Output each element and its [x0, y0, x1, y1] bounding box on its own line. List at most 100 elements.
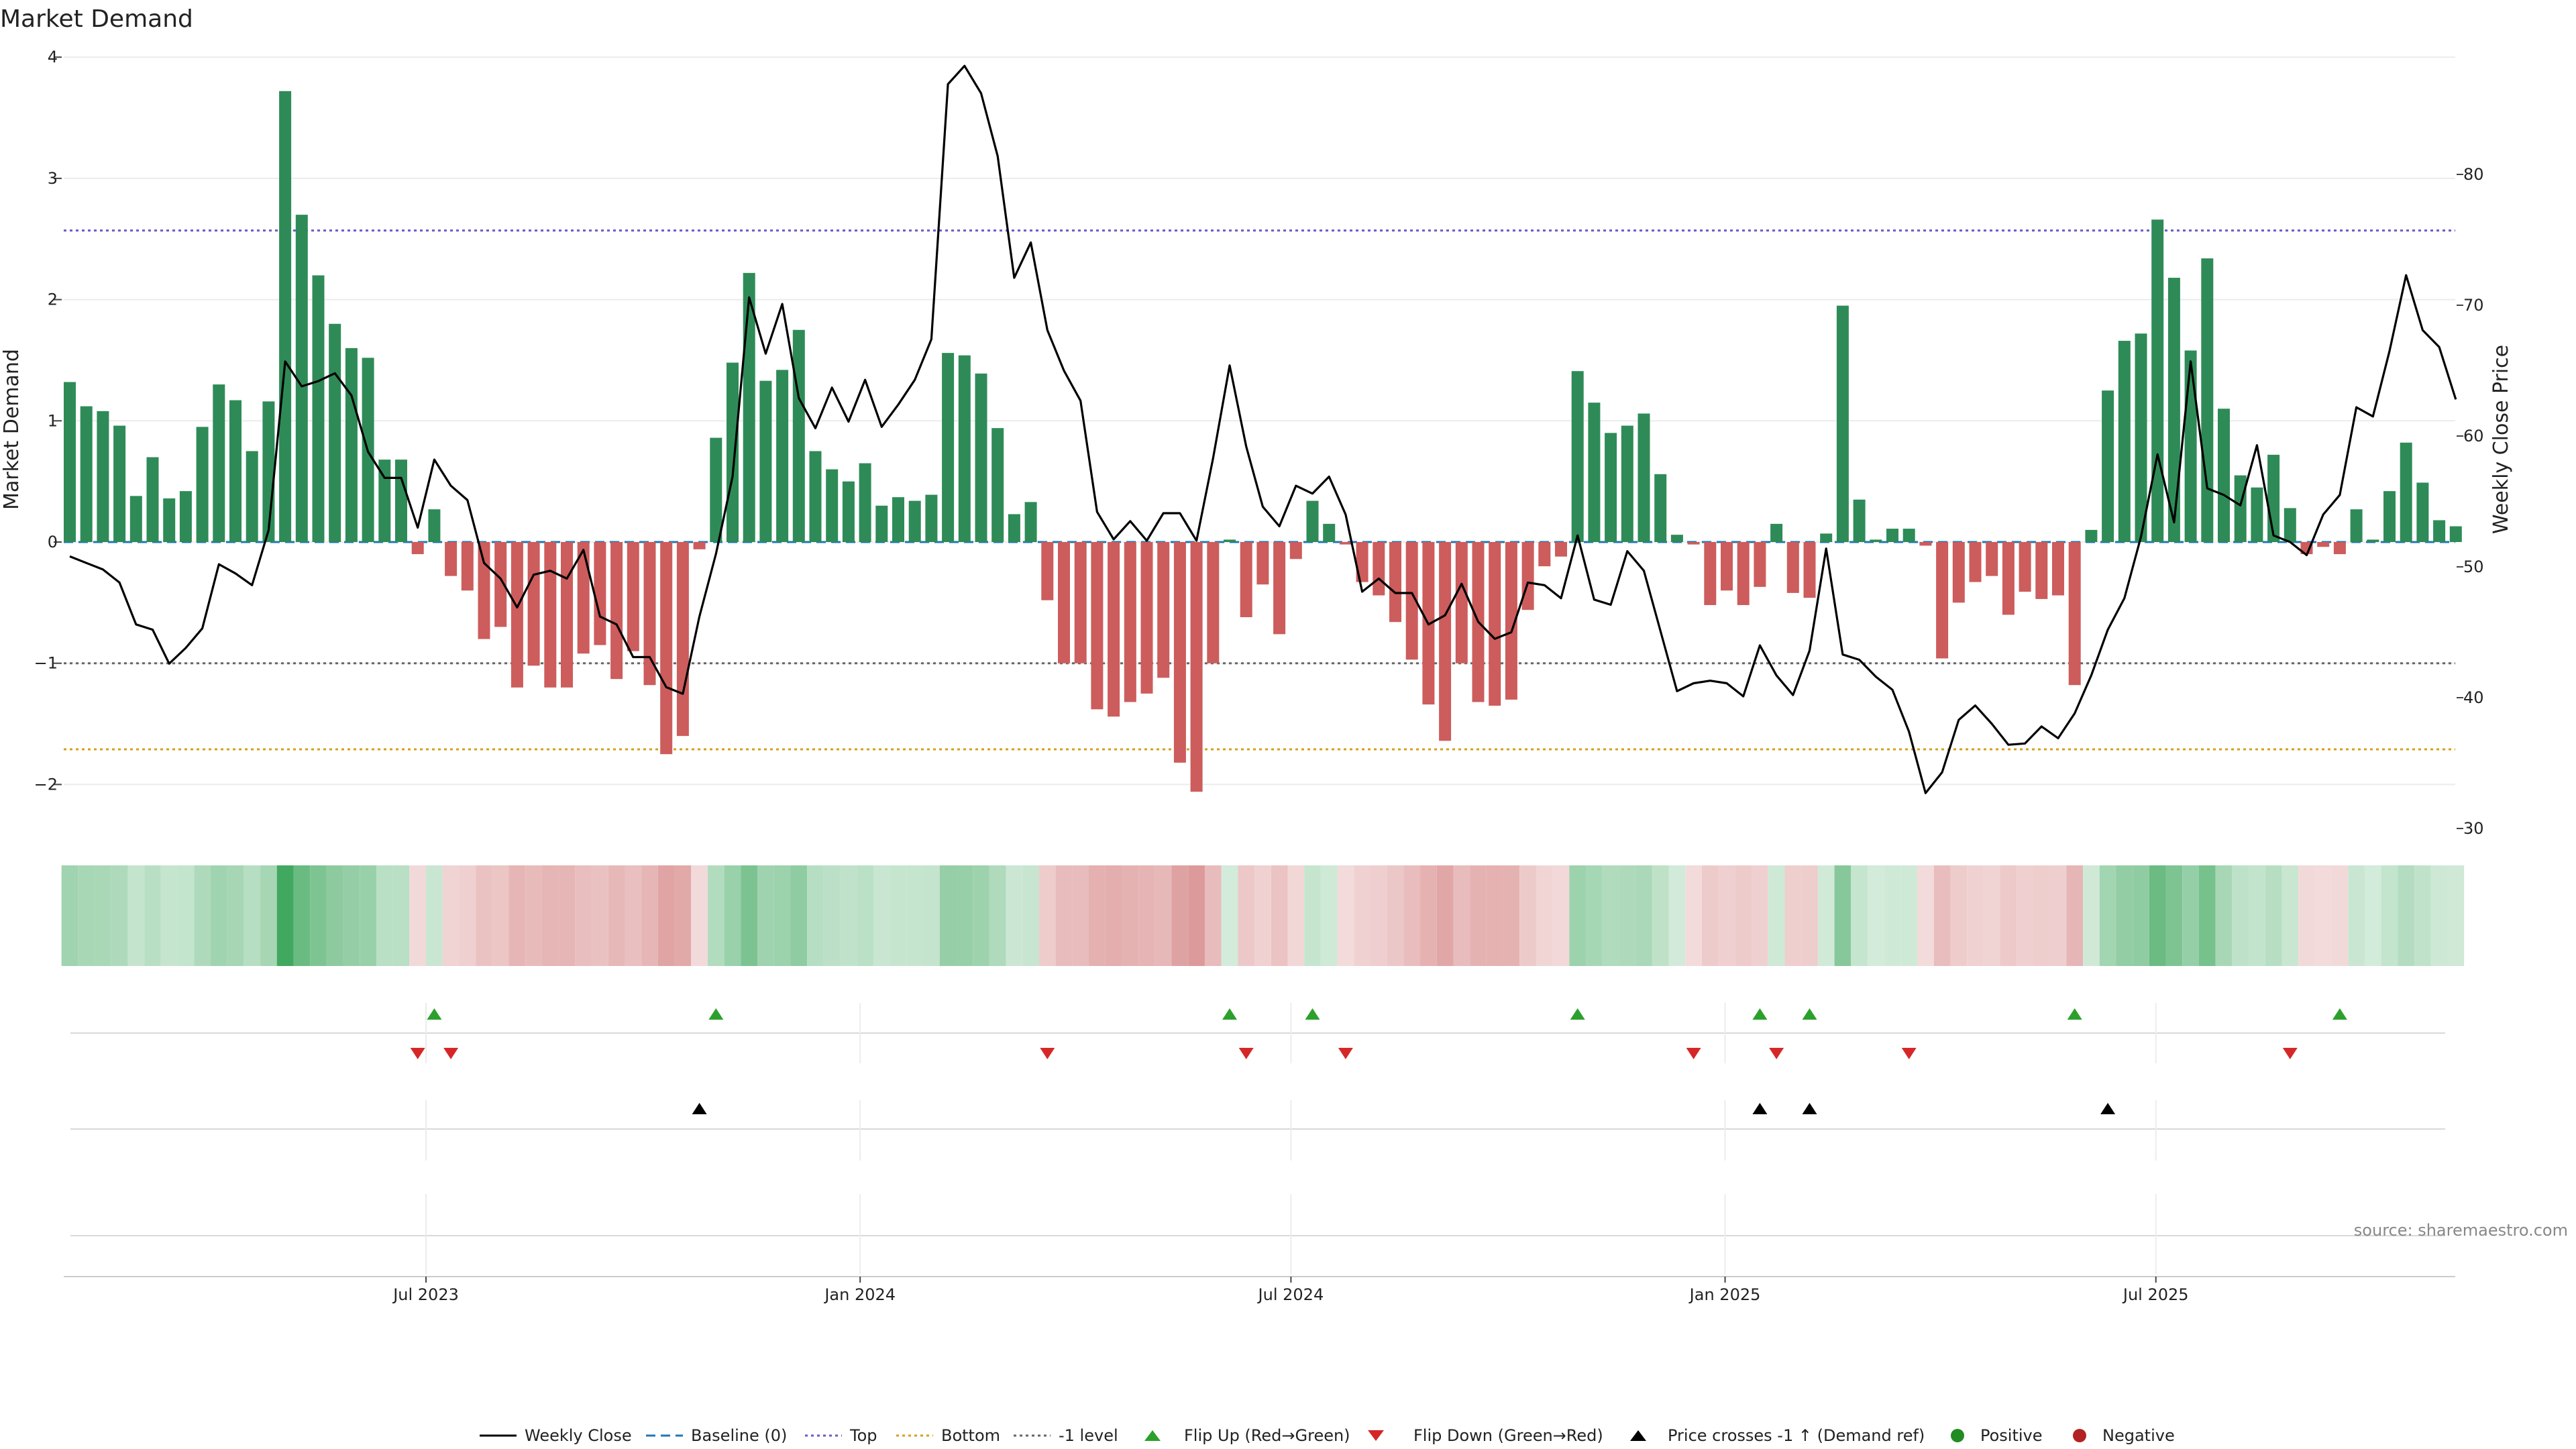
demand-bar [2201, 258, 2214, 542]
legend-top: Top [849, 1426, 877, 1445]
heat-cell [1635, 865, 1652, 966]
heat-cell [2265, 865, 2282, 966]
heat-cell [840, 865, 857, 966]
heat-cell [823, 865, 841, 966]
heat-cell [1420, 865, 1437, 966]
heat-cell [1055, 865, 1073, 966]
demand-bar [1670, 535, 1683, 542]
demand-bar [1870, 539, 1882, 542]
flip-down-marker [1769, 1048, 1784, 1059]
legend-baseline: Baseline (0) [691, 1426, 787, 1445]
heat-cell [1072, 865, 1089, 966]
demand-bar [1902, 529, 1915, 542]
right-tick-label: 70 [2463, 296, 2484, 315]
demand-bar [2167, 278, 2180, 542]
heat-cell [144, 865, 161, 966]
heat-cell [1503, 865, 1520, 966]
heat-cell [641, 865, 658, 966]
heat-cell [1884, 865, 1901, 966]
heat-cell [2331, 865, 2349, 966]
demand-bar [991, 428, 1004, 542]
heat-cell [409, 865, 427, 966]
heat-cell [1817, 865, 1835, 966]
x-tick-label: Jul 2025 [2122, 1285, 2189, 1304]
heat-cell [2083, 865, 2100, 966]
demand-bar [2151, 219, 2164, 542]
demand-bar [1190, 542, 1203, 792]
demand-bar [1439, 542, 1452, 741]
demand-bar [2234, 475, 2247, 542]
demand-bar [577, 542, 590, 654]
heat-cell [1038, 865, 1056, 966]
heat-cell [160, 865, 178, 966]
demand-heat-strip [61, 865, 2465, 966]
heat-cell [2049, 865, 2067, 966]
demand-bar [1505, 542, 1517, 700]
source-note: source: sharemaestro.com [2354, 1221, 2568, 1240]
left-tick-label: 2 [48, 290, 58, 309]
demand-bar [1008, 514, 1020, 542]
heat-cell [1752, 865, 1768, 966]
heat-cell [724, 865, 741, 966]
demand-bar [213, 384, 225, 542]
heat-cell [1354, 865, 1371, 966]
heat-cell [1387, 865, 1404, 966]
demand-bar [1240, 542, 1252, 618]
heat-cell [2116, 865, 2133, 966]
heat-cell [608, 865, 625, 966]
demand-bar [2400, 442, 2412, 542]
heat-cell [260, 865, 277, 966]
demand-bar [1836, 305, 1849, 542]
heat-cell [1900, 865, 1918, 966]
x-tick-label: Jan 2025 [1688, 1285, 1761, 1304]
heat-cell [360, 865, 376, 966]
heat-cell [276, 865, 294, 966]
heat-cell [1171, 865, 1189, 966]
legend: Weekly Close Baseline (0) Top Bottom -1 … [480, 1426, 2175, 1445]
flip-up-marker [1802, 1008, 1817, 1020]
flip-up-marker [708, 1008, 724, 1020]
heat-cell [592, 865, 608, 966]
demand-bar [246, 451, 258, 542]
demand-bar [1389, 542, 1401, 623]
legend-flip-down: Flip Down (Green→Red) [1413, 1426, 1603, 1445]
flip-down-marker [1686, 1048, 1701, 1059]
demand-bar [1538, 542, 1551, 567]
demand-bar [676, 542, 689, 737]
demand-bar [1737, 542, 1750, 605]
demand-bar [511, 542, 523, 688]
heat-cell [1122, 865, 1139, 966]
heat-cell [1370, 865, 1387, 966]
heat-cell [2249, 865, 2265, 966]
demand-bar [1952, 542, 1965, 603]
demand-bar [875, 505, 888, 542]
heat-cell [2099, 865, 2116, 966]
right-tick-label: 50 [2463, 557, 2484, 576]
demand-bar [1605, 433, 1617, 542]
demand-bar [727, 362, 739, 542]
chart-title: Market Demand [0, 5, 193, 33]
heat-cell [657, 865, 675, 966]
demand-bar [776, 370, 789, 542]
demand-bar [1306, 500, 1319, 542]
legend-minus-one: -1 level [1059, 1426, 1118, 1445]
demand-bar [610, 542, 623, 680]
demand-bar [792, 329, 805, 542]
heat-cell [1718, 865, 1735, 966]
demand-bar [1489, 542, 1501, 706]
heat-cell [1552, 865, 1570, 966]
demand-bar [527, 542, 540, 666]
heat-cell [1784, 865, 1802, 966]
heat-cell [293, 865, 311, 966]
legend-positive-dot-icon [1951, 1429, 1964, 1442]
heat-cell [177, 865, 195, 966]
demand-bar [163, 498, 176, 542]
heat-cell [343, 865, 360, 966]
demand-bar [80, 406, 93, 542]
demand-bar [826, 469, 839, 542]
heat-cell [1271, 865, 1288, 966]
heat-cell [2348, 865, 2365, 966]
demand-bar [1721, 542, 1733, 591]
demand-bar [1638, 413, 1650, 542]
